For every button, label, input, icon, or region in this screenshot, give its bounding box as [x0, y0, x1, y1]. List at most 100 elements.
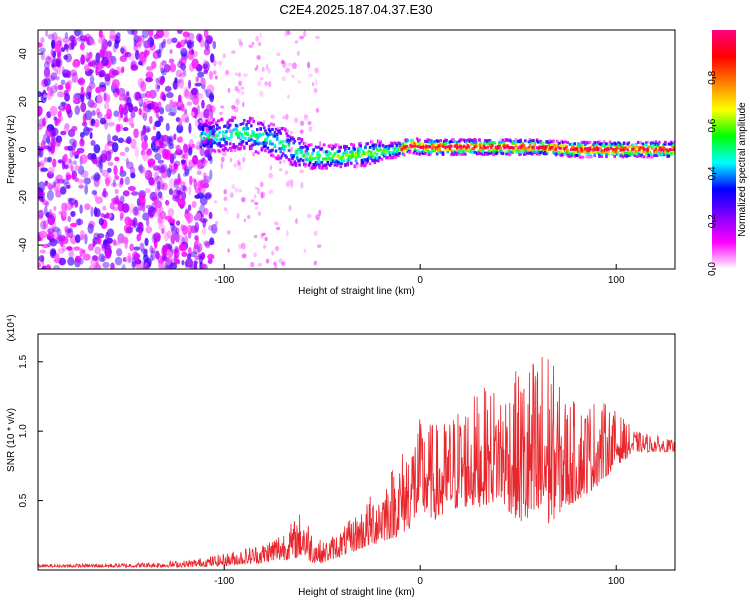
spectrogram-cell [202, 160, 208, 167]
spectrogram-cell [70, 39, 75, 50]
spectrogram-cell [519, 152, 522, 156]
spectrogram-cell [528, 143, 532, 147]
spectrogram-cell [606, 145, 609, 149]
spectrogram-cell [285, 155, 288, 159]
spectrogram-cell [317, 145, 320, 149]
spectrogram-cell [77, 218, 81, 226]
spectrogram-cell [307, 120, 312, 126]
spectrogram-cell [138, 98, 143, 104]
spectrogram-cell [91, 110, 96, 117]
spectrogram-cell [274, 245, 280, 252]
spectrogram-cell [277, 126, 280, 130]
spectrogram-cell [149, 37, 154, 46]
spectrogram-cell [62, 178, 70, 185]
spectrogram-cell [246, 133, 250, 137]
spectrogram-cell [186, 224, 194, 235]
spectrogram-cell [386, 144, 390, 148]
spectrogram-cell [231, 116, 234, 120]
spectrogram-cell [43, 205, 48, 216]
spectrogram-cell [264, 149, 267, 153]
spectrogram-cell [279, 156, 283, 160]
spectrogram-cell [248, 44, 254, 48]
spectrogram-cell [250, 138, 253, 142]
spectrogram-cell [53, 230, 59, 241]
spectrogram-cell [278, 147, 281, 151]
spectrogram-cell [158, 224, 166, 231]
spectrogram-cell [100, 43, 108, 50]
spectrogram-cell [230, 148, 233, 152]
spectrogram-cell [132, 189, 136, 197]
spectrogram-cell [286, 134, 290, 138]
spectrogram-cell [201, 227, 207, 235]
spectrogram-cell [226, 230, 231, 235]
spectrogram-cell [131, 256, 136, 268]
spectrogram-cell [119, 151, 126, 156]
spectrogram-cell [287, 62, 292, 67]
spectrogram-cell [68, 158, 72, 164]
spectrogram-cell [133, 106, 139, 113]
spectrogram-cell [200, 132, 204, 136]
spectrogram-cell [625, 151, 628, 155]
spectrogram-cell [607, 150, 611, 154]
spectrogram-cell [253, 234, 258, 239]
spectrogram-cell [458, 143, 461, 147]
spectrogram-cell [89, 131, 93, 140]
spectrogram-cell [652, 143, 655, 147]
spectrogram-cell [161, 228, 165, 235]
spectrogram-cell [651, 155, 654, 159]
spectrogram-cell [47, 156, 53, 163]
spectrogram-cell [151, 196, 159, 202]
spectrogram-cell [79, 43, 85, 51]
spectrogram-cell [406, 139, 410, 143]
spectrogram-cell [442, 140, 446, 144]
spectrogram-cell [199, 134, 203, 138]
spectrogram-cell [112, 199, 121, 205]
spectrogram-cell [299, 120, 305, 126]
spectrogram-cell [527, 140, 531, 144]
spectrogram-cell [528, 138, 532, 142]
spectrogram-cell [268, 142, 272, 146]
spectrogram-cell [101, 243, 108, 249]
spectrogram-cell [190, 251, 198, 258]
spectrogram-cell [645, 143, 648, 147]
spectrogram-cell [66, 231, 71, 238]
spectrogram-cell [136, 264, 143, 269]
spectrogram-cell [605, 152, 608, 156]
spectrogram-cell [107, 228, 115, 238]
spectrogram-cell [492, 153, 495, 157]
spectrogram-cell [116, 248, 123, 257]
spectrogram-cell [314, 156, 318, 160]
spectrogram-cell [429, 140, 433, 144]
spectrogram-cell [80, 38, 86, 45]
spectrogram-cell [200, 218, 208, 223]
spectrogram-cell [173, 133, 177, 141]
spectrogram-cell [97, 37, 105, 44]
spectrogram-cell [578, 143, 581, 147]
spectrogram-cell [605, 155, 608, 159]
spectrogram-cell [258, 141, 261, 145]
spectrogram-cell [364, 146, 367, 150]
spectrogram-cell [620, 146, 624, 150]
spectrogram-cell [74, 177, 80, 183]
spectrogram-cell [604, 147, 607, 151]
spectrogram-cell [350, 142, 353, 146]
spectrogram-cell [261, 232, 266, 236]
spectrogram-cell [75, 218, 84, 226]
spectrogram-cell [193, 178, 198, 190]
spectrogram-cell [519, 143, 522, 147]
spectrogram-cell [139, 242, 145, 252]
spectrogram-cell [95, 173, 101, 181]
spectrogram-cell [159, 62, 164, 71]
spectrogram-cell [315, 214, 320, 221]
spectrogram-cell [107, 122, 116, 127]
spectrogram-cell [180, 159, 187, 164]
spectrogram-cell [257, 262, 262, 267]
spectrogram-cell [150, 247, 156, 254]
spectrogram-cell [110, 182, 118, 187]
spectrogram-cell [47, 235, 52, 240]
spectrogram-cell [654, 140, 658, 144]
spectrogram-cell [144, 170, 148, 177]
spectrogram-cell [57, 234, 66, 242]
spectrogram-cell [161, 60, 167, 66]
spectrogram-cell [184, 91, 192, 100]
